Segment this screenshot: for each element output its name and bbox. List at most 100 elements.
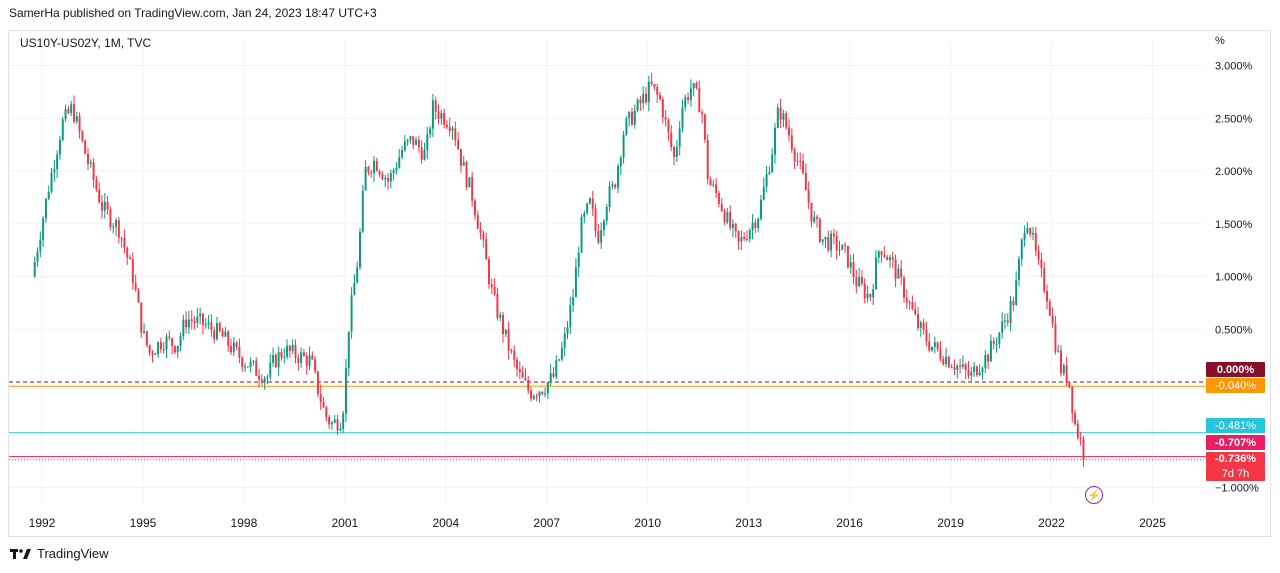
candle-body	[874, 257, 877, 290]
candle-body	[1062, 365, 1065, 374]
candle-body	[577, 252, 580, 268]
candle-body	[131, 259, 134, 284]
price-badge-cyan[interactable]: -0.481%	[1206, 418, 1265, 433]
candle-body	[134, 283, 137, 290]
grid	[9, 41, 1204, 504]
candle-body	[569, 305, 572, 328]
candle-body	[367, 166, 370, 173]
x-tick-label: 2019	[937, 516, 964, 530]
candle-body	[1060, 350, 1063, 374]
candle-body	[457, 140, 460, 149]
candle-body	[378, 170, 381, 175]
candle-body	[908, 302, 911, 304]
candle-body	[664, 117, 667, 120]
candle-body	[880, 251, 883, 255]
candle-body	[1057, 350, 1060, 352]
candle-body	[375, 161, 378, 171]
candle-body	[597, 230, 600, 243]
candle-body	[891, 257, 894, 260]
candle-body	[193, 321, 196, 323]
candle-body	[939, 349, 942, 360]
candle-body	[1046, 291, 1048, 302]
candle-body	[373, 161, 375, 173]
candle-body	[384, 177, 387, 180]
candle-body	[989, 340, 992, 362]
candle-body	[232, 342, 235, 353]
candle-body	[832, 233, 835, 237]
candle-body	[821, 239, 824, 242]
candle-body	[426, 134, 429, 151]
candle-body	[423, 150, 426, 160]
candle-body	[1015, 280, 1018, 306]
candle-body	[678, 128, 681, 147]
candle-body	[687, 97, 690, 100]
candle-body	[187, 319, 190, 328]
candle-body	[493, 286, 496, 294]
candle-body	[196, 316, 199, 323]
candle-body	[670, 132, 673, 148]
candle-body	[625, 118, 628, 135]
candle-body	[712, 184, 715, 186]
candle-body	[101, 202, 103, 211]
candle-body	[546, 382, 549, 394]
candle-body	[675, 146, 678, 157]
candle-body	[987, 354, 990, 362]
candle-body	[566, 327, 569, 334]
candle-body	[667, 119, 670, 133]
x-tick-label: 2013	[735, 516, 762, 530]
price-badge-zero[interactable]: 0.000%	[1206, 362, 1265, 377]
candle-body	[117, 220, 120, 238]
candle-body	[858, 277, 861, 287]
candle-body	[1076, 423, 1079, 438]
candle-body	[336, 419, 339, 431]
candle-body	[530, 390, 533, 399]
candle-body	[692, 83, 695, 89]
price-badge-pink[interactable]: -0.707%	[1206, 435, 1265, 450]
flash-icon[interactable]: ⚡	[1085, 486, 1103, 504]
candle-body	[703, 114, 706, 140]
candle-body	[883, 254, 886, 257]
candle-body	[731, 223, 734, 228]
candle-body	[855, 277, 858, 287]
x-tick-label: 1998	[231, 516, 258, 530]
tradingview-logo-icon	[10, 548, 31, 559]
candle-body	[524, 377, 527, 381]
candle-body	[1017, 259, 1020, 281]
candle-body	[39, 239, 42, 252]
last-price-badge[interactable]: -0.736%	[1206, 452, 1265, 466]
footer-brand[interactable]: TradingView	[10, 546, 109, 561]
x-tick-label: 2001	[331, 516, 358, 530]
candle-body	[846, 245, 849, 268]
candle-body	[123, 238, 126, 248]
candle-body	[706, 139, 709, 180]
candle-body	[734, 223, 737, 232]
candle-body	[796, 160, 799, 162]
candle-body	[47, 191, 50, 199]
candle-body	[364, 166, 367, 191]
candle-body	[179, 335, 182, 346]
candle-body	[462, 162, 465, 166]
candle-body	[151, 352, 154, 355]
candle-body	[392, 170, 395, 174]
axis-unit: %	[1215, 35, 1225, 47]
candle-body	[852, 261, 855, 278]
candle-body	[504, 329, 507, 335]
candle-body	[602, 220, 605, 231]
price-badge-orange[interactable]: -0.040%	[1206, 378, 1265, 393]
candle-body	[266, 376, 269, 379]
candle-body	[274, 355, 277, 368]
candle-body	[1074, 413, 1077, 424]
candle-body	[788, 127, 791, 136]
candle-body	[482, 233, 485, 240]
candle-body	[401, 149, 404, 158]
candle-body	[720, 203, 723, 211]
candle-body	[760, 199, 762, 219]
candle-body	[611, 184, 614, 187]
candle-body	[61, 119, 64, 140]
candle-body	[830, 233, 833, 251]
symbol-label[interactable]: US10Y-US02Y, 1M, TVC	[20, 36, 152, 50]
candle-body	[87, 154, 89, 164]
candle-body	[799, 160, 802, 162]
candle-body	[185, 319, 188, 328]
